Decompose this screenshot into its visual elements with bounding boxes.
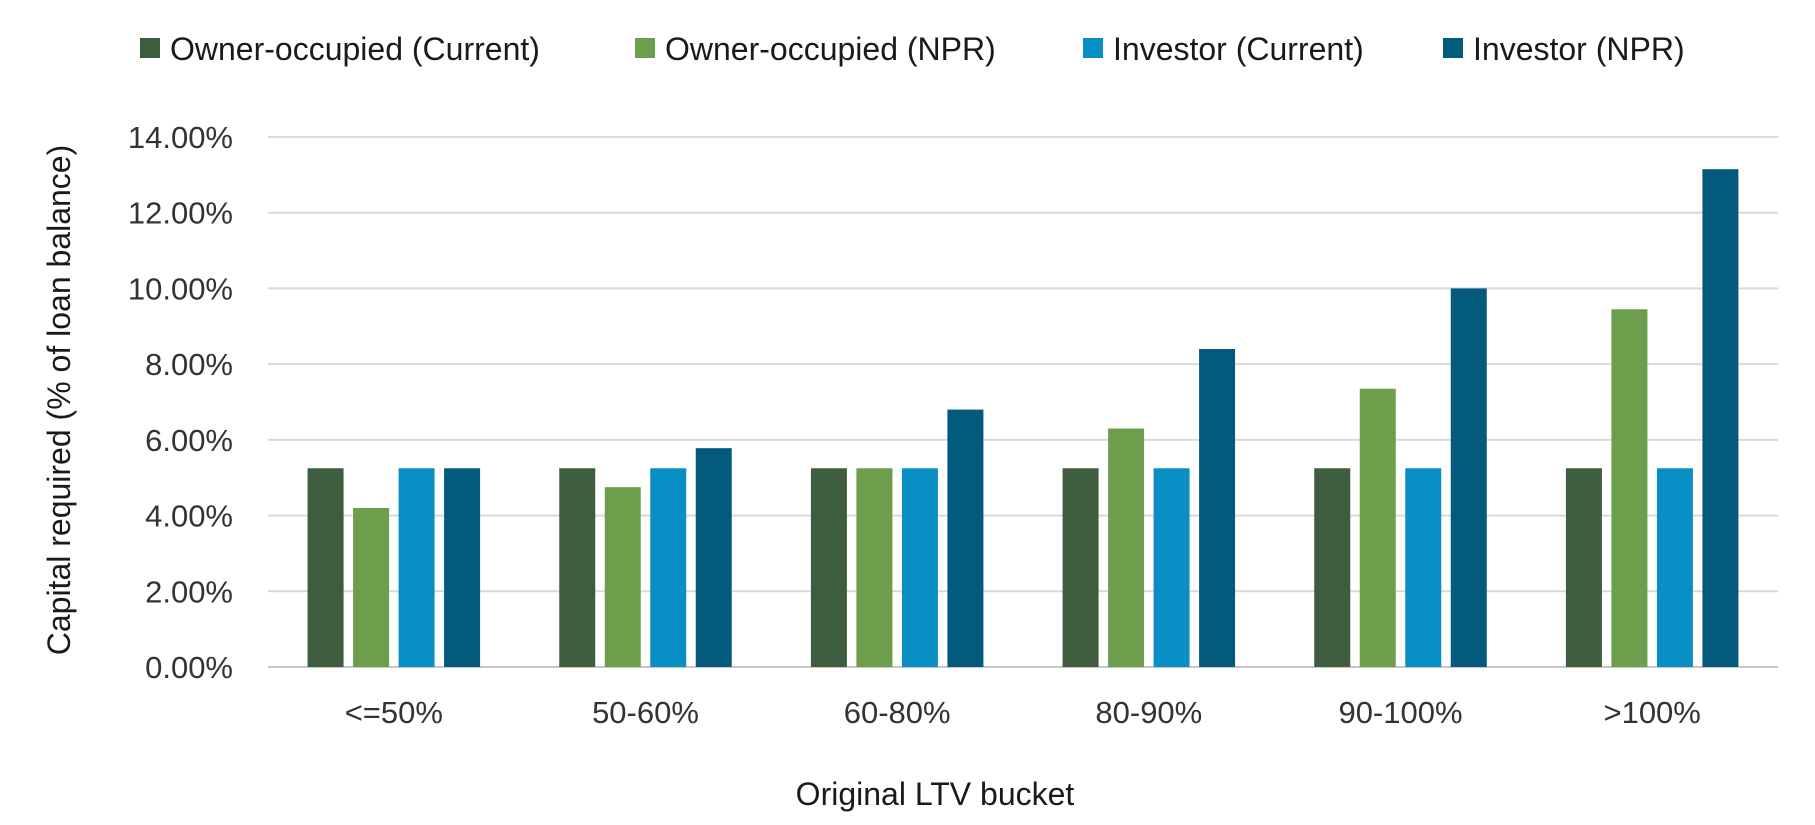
- y-axis-ticks: 0.00% 2.00% 4.00% 6.00% 8.00% 10.00% 12.00% 14.…: [128, 120, 233, 685]
- legend-label: Investor (NPR): [1473, 31, 1685, 67]
- y-axis-title: Capital required (% of loan balance): [41, 145, 77, 656]
- y-tick-label: 6.00%: [145, 423, 233, 458]
- bar: [398, 468, 435, 667]
- legend-swatch: [140, 38, 160, 58]
- bar: [1450, 288, 1487, 667]
- bar: [947, 409, 984, 667]
- legend-label: Investor (Current): [1113, 31, 1364, 67]
- gridlines: [268, 136, 1778, 668]
- legend-label: Owner-occupied (NPR): [665, 31, 996, 67]
- bar: [307, 468, 344, 667]
- bar: [856, 468, 893, 667]
- bar: [1359, 388, 1396, 667]
- legend-label: Owner-occupied (Current): [170, 31, 540, 67]
- y-tick-label: 4.00%: [145, 499, 233, 534]
- y-tick-label: 0.00%: [145, 650, 233, 685]
- bar: [1565, 468, 1602, 667]
- bar: [444, 468, 481, 667]
- legend-swatch: [1083, 38, 1103, 58]
- x-tick-label: 60-80%: [844, 695, 951, 730]
- bar: [353, 508, 390, 667]
- bar: [559, 468, 596, 667]
- x-tick-label: 80-90%: [1095, 695, 1202, 730]
- bar: [1702, 169, 1739, 667]
- bar: [1153, 468, 1190, 667]
- bar: [1656, 468, 1693, 667]
- bar: [695, 448, 732, 667]
- x-tick-label: 50-60%: [592, 695, 699, 730]
- x-axis-title: Original LTV bucket: [796, 776, 1075, 812]
- bar: [1611, 309, 1648, 667]
- bar: [810, 468, 847, 667]
- bar: [1199, 349, 1236, 667]
- bar: [1314, 468, 1351, 667]
- x-tick-label: 90-100%: [1338, 695, 1462, 730]
- bar: [1405, 468, 1442, 667]
- legend: Owner-occupied (Current) Owner-occupied (…: [140, 31, 1685, 67]
- bar: [604, 487, 641, 667]
- bar: [650, 468, 687, 667]
- y-tick-label: 2.00%: [145, 574, 233, 609]
- bar: [1062, 468, 1099, 667]
- bars: [307, 169, 1739, 667]
- x-tick-label: <=50%: [345, 695, 443, 730]
- x-tick-label: >100%: [1603, 695, 1700, 730]
- bar: [901, 468, 938, 667]
- y-tick-label: 10.00%: [128, 271, 233, 306]
- y-tick-label: 12.00%: [128, 196, 233, 231]
- bar: [1108, 428, 1145, 667]
- legend-swatch: [1443, 38, 1463, 58]
- y-tick-label: 14.00%: [128, 120, 233, 155]
- y-tick-label: 8.00%: [145, 347, 233, 382]
- x-axis-ticks: <=50% 50-60% 60-80% 80-90% 90-100% >100%: [345, 695, 1701, 730]
- legend-swatch: [635, 38, 655, 58]
